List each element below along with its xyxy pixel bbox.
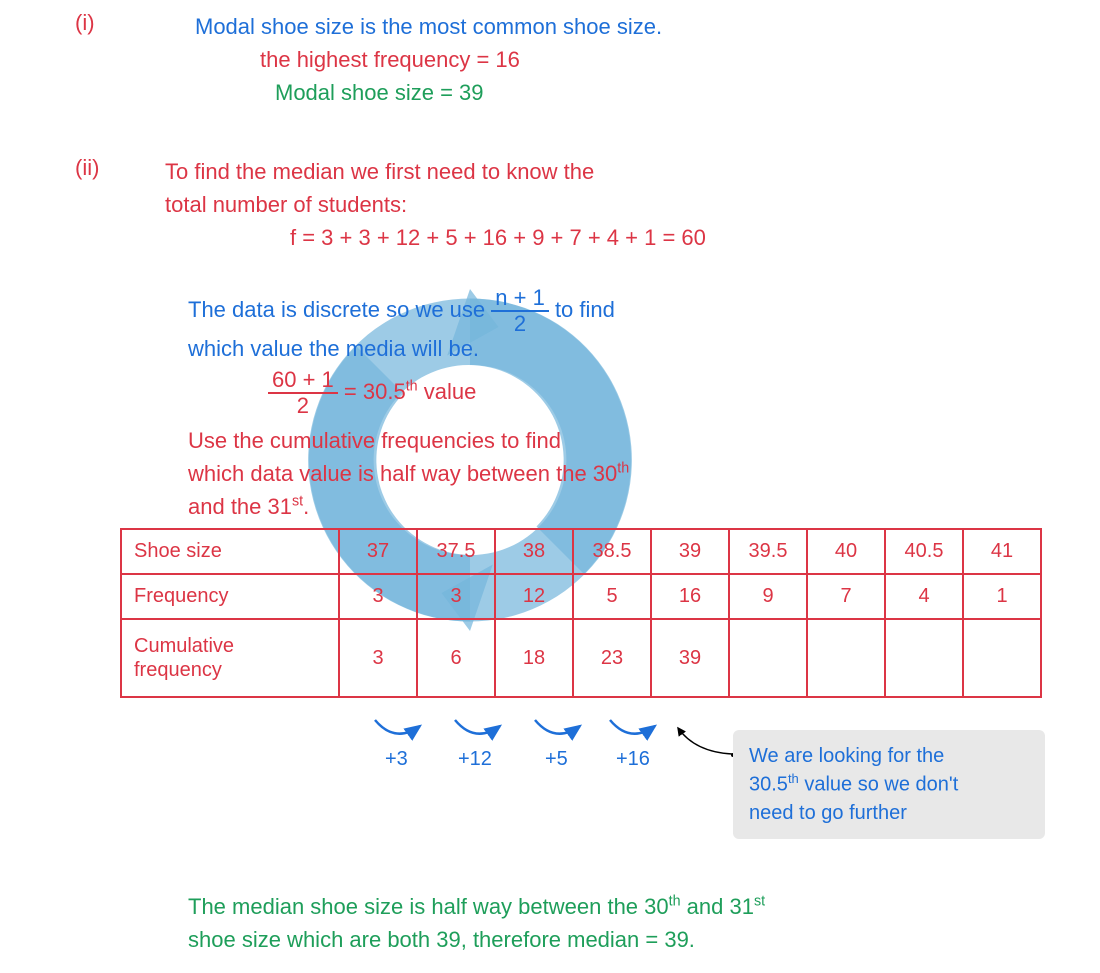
cell: 37 [339, 529, 417, 574]
val-frac-den: 2 [268, 394, 338, 418]
median-intro-2: total number of students: [165, 188, 407, 221]
table-row-frequency: Frequency 3 3 12 5 16 9 7 4 1 [121, 574, 1041, 619]
cell: 3 [417, 574, 495, 619]
cell: 4 [885, 574, 963, 619]
cell: 41 [963, 529, 1041, 574]
cumulative-instruction-3: and the 31st. [188, 490, 309, 523]
cell: 39 [651, 529, 729, 574]
discrete-text-b: to find [555, 297, 615, 322]
cell: 40.5 [885, 529, 963, 574]
cell: 40 [807, 529, 885, 574]
table-row-shoesize: Shoe size 37 37.5 38 38.5 39 39.5 40 40.… [121, 529, 1041, 574]
header-cumulative: Cumulativefrequency [121, 619, 339, 697]
cell: 5 [573, 574, 651, 619]
header-shoesize: Shoe size [121, 529, 339, 574]
cell: 7 [807, 574, 885, 619]
roman-i: (i) [75, 10, 95, 36]
note-line-1: We are looking for the [749, 745, 944, 767]
cell: 23 [573, 619, 651, 697]
note-line-2: value so we don't [799, 774, 958, 796]
cell: 37.5 [417, 529, 495, 574]
cumulative-instruction-1: Use the cumulative frequencies to find [188, 424, 561, 457]
discrete-line-1: The data is discrete so we use n + 1 2 t… [188, 286, 615, 336]
cell: 3 [339, 574, 417, 619]
cell: 38 [495, 529, 573, 574]
cell: 6 [417, 619, 495, 697]
note-box: We are looking for the 30.5th value so w… [733, 730, 1045, 839]
modal-description: Modal shoe size is the most common shoe … [195, 10, 662, 43]
val-frac-num: 60 + 1 [268, 368, 338, 394]
median-intro-1: To find the median we first need to know… [165, 155, 594, 188]
note-sup: th [788, 771, 799, 786]
header-frequency: Frequency [121, 574, 339, 619]
note-line-3: need to go further [749, 802, 907, 824]
cell: 16 [651, 574, 729, 619]
discrete-text-a: The data is discrete so we use [188, 297, 491, 322]
plus-label-4: +16 [616, 748, 650, 771]
note-value: 30.5 [749, 774, 788, 796]
cell: 39.5 [729, 529, 807, 574]
cumulative-instruction-2: which data value is half way between the… [188, 457, 629, 490]
discrete-line-2: which value the media will be. [188, 332, 479, 365]
cell: 12 [495, 574, 573, 619]
cell: 1 [963, 574, 1041, 619]
table-row-cumulative: Cumulativefrequency 3 6 18 23 39 [121, 619, 1041, 697]
cell: 18 [495, 619, 573, 697]
plus-label-1: +3 [385, 748, 408, 771]
cell: 39 [651, 619, 729, 697]
note-pointer-arrow [670, 722, 740, 762]
value-fraction: 60 + 1 2 [268, 368, 338, 418]
cell [807, 619, 885, 697]
frequency-sum: f = 3 + 3 + 12 + 5 + 16 + 9 + 7 + 4 + 1 … [290, 221, 706, 254]
val-result: = 30.5th value [344, 379, 476, 404]
cell: 9 [729, 574, 807, 619]
cell: 38.5 [573, 529, 651, 574]
highest-frequency: the highest frequency = 16 [260, 43, 520, 76]
frequency-table: Shoe size 37 37.5 38 38.5 39 39.5 40 40.… [120, 528, 1042, 698]
modal-answer: Modal shoe size = 39 [275, 76, 484, 109]
formula-fraction: n + 1 2 [491, 286, 549, 336]
plus-label-2: +12 [458, 748, 492, 771]
frac-denominator: 2 [491, 312, 549, 336]
roman-ii: (ii) [75, 155, 99, 181]
conclusion-line-2: shoe size which are both 39, therefore m… [188, 923, 695, 956]
frac-numerator: n + 1 [491, 286, 549, 312]
cell [885, 619, 963, 697]
plus-label-3: +5 [545, 748, 568, 771]
cell [729, 619, 807, 697]
cell [963, 619, 1041, 697]
conclusion-line-1: The median shoe size is half way between… [188, 890, 765, 923]
value-calculation: 60 + 1 2 = 30.5th value [268, 368, 476, 418]
cell: 3 [339, 619, 417, 697]
